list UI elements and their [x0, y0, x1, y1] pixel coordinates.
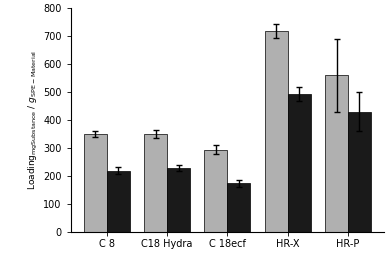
Bar: [144, 134, 167, 232]
Bar: [227, 183, 250, 232]
Bar: [288, 93, 310, 232]
Bar: [205, 150, 227, 232]
Bar: [348, 112, 371, 232]
Bar: [167, 168, 190, 232]
Bar: [265, 31, 288, 232]
Bar: [84, 134, 107, 232]
Bar: [107, 171, 130, 232]
Bar: [325, 75, 348, 232]
Y-axis label: Loading$_{\mathregular{mgSubstance}}$ / $g_{\mathregular{SPE-Material}}$: Loading$_{\mathregular{mgSubstance}}$ / …: [27, 50, 40, 190]
